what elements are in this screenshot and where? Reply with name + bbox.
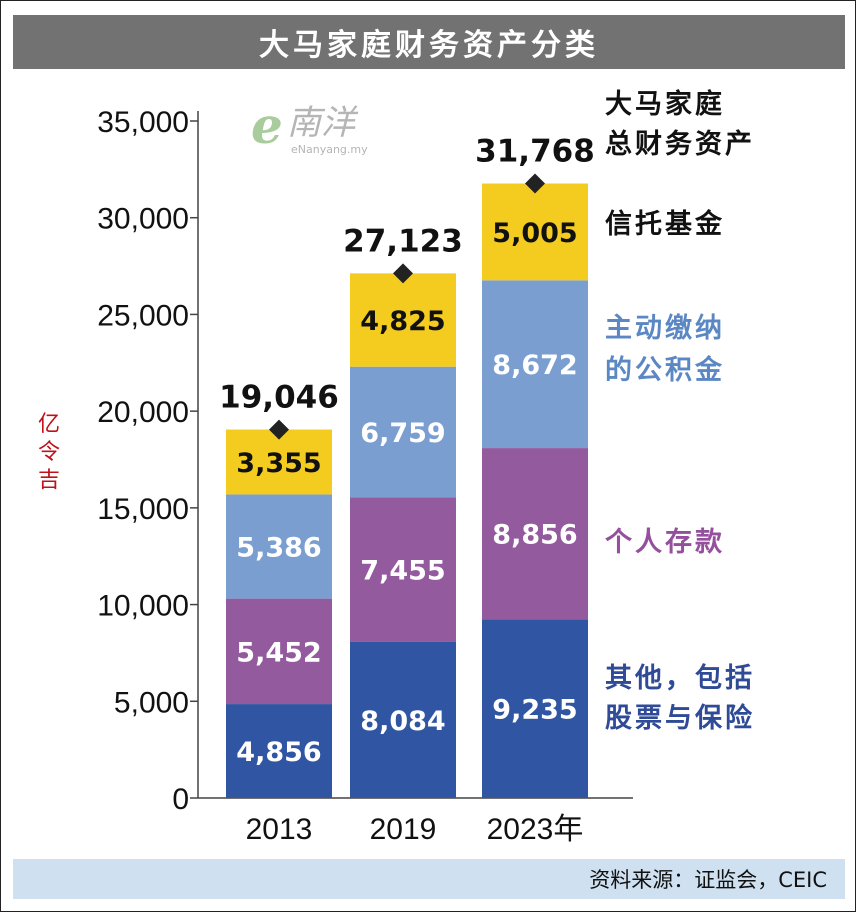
bar-segment-unit_trust [482,183,588,281]
data-label-unit_trust: 5,005 [492,218,577,249]
legend-label-epf: 的公积金 [605,354,725,386]
bar-segment-epf [226,494,332,599]
data-label-deposits: 7,455 [360,556,445,587]
data-label-unit_trust: 4,825 [360,306,445,337]
logo-subtitle: eNanyang.my [291,143,368,156]
bar-segment-others [350,641,456,798]
y-tick-label: 15,000 [97,493,189,526]
y-axis-unit-label: 亿令吉 [37,412,60,493]
bar-segment-deposits [226,598,332,705]
y-tick-label: 25,000 [97,299,189,332]
data-label-unit_trust: 3,355 [236,448,321,479]
total-marker [525,173,545,194]
legend-label-total: 大马家庭 [605,88,725,120]
y-tick-label: 20,000 [97,396,189,429]
legend-label-epf: 主动缴纳 [605,312,725,344]
y-tick-label: 30,000 [97,203,189,236]
data-label-deposits: 8,856 [492,520,577,551]
chart-title: 大马家庭财务资产分类 [13,15,845,69]
total-marker [269,419,289,440]
data-label-epf: 6,759 [360,418,445,449]
bar-segment-epf [350,366,456,498]
data-label-others: 4,856 [236,737,321,768]
bar-segment-deposits [350,497,456,642]
y-tick-label: 10,000 [97,590,189,623]
legend-label-deposits: 个人存款 [605,527,725,558]
bar-segment-deposits [482,448,588,620]
data-label-deposits: 5,452 [236,637,321,668]
category-label: 2019 [370,813,437,846]
data-label-epf: 8,672 [492,350,577,381]
bar-segment-others [226,704,332,798]
total-label: 27,123 [343,223,463,259]
y-tick-label: 5,000 [114,686,189,719]
logo-mark: e [251,96,283,155]
logo-name: 南洋 [287,103,355,143]
category-label: 2013 [246,813,313,846]
legend-label-total: 总财务资产 [605,129,755,160]
y-tick-label: 35,000 [97,106,189,139]
total-label: 31,768 [475,134,595,170]
category-label: 2023年 [487,813,584,846]
bar-segment-unit_trust [350,273,456,367]
total-marker [393,263,413,284]
legend-label-others: 股票与保险 [605,702,755,734]
data-label-epf: 5,386 [236,533,321,564]
bar-segment-epf [482,280,588,449]
data-label-others: 9,235 [492,695,577,726]
y-tick-label: 0 [172,783,189,816]
bar-segment-others [482,619,588,798]
source-note: 资料来源：证监会，CEIC [13,859,845,899]
bar-segment-unit_trust [226,429,332,495]
total-label: 19,046 [219,380,339,416]
legend-label-others: 其他，包括 [605,662,755,694]
data-label-others: 8,084 [360,706,445,737]
legend-label-unit_trust: 信托基金 [605,208,725,240]
enanyang-logo: e 南洋 eNanyang.my [251,99,401,159]
